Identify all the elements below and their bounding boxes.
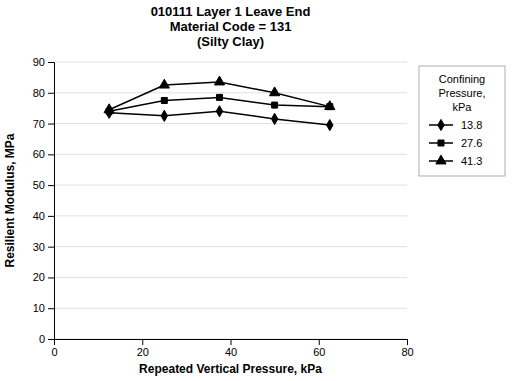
tick: 80 (33, 87, 54, 99)
tick-mark (48, 62, 54, 63)
title: (Silty Clay) (197, 34, 264, 49)
legend-label: 27.6 (461, 137, 482, 149)
grid-line (54, 185, 407, 186)
tick-mark (407, 339, 408, 345)
tick-mark (319, 339, 320, 345)
marker (216, 94, 222, 100)
marker (214, 76, 224, 85)
tick: 40 (33, 210, 54, 222)
axis-line (55, 340, 408, 346)
series-group (104, 76, 335, 131)
tick-label: 20 (33, 271, 45, 283)
title: Material Code = 131 (170, 19, 292, 34)
legend-marker (438, 119, 444, 130)
tick-label: 80 (401, 346, 413, 358)
tick-label: 0 (51, 346, 57, 358)
tick-mark (48, 216, 54, 217)
grid (54, 62, 407, 339)
y-axis: 0 10 20 30 40 50 60 70 80 90 (33, 56, 55, 345)
legend-title: Confining (439, 73, 485, 85)
legend-marker (436, 155, 446, 164)
marker (216, 106, 222, 117)
tick: 20 (137, 339, 149, 358)
tick-mark (48, 247, 54, 248)
tick-mark (48, 277, 54, 278)
tick-label: 90 (33, 56, 45, 68)
tick: 0 (51, 339, 57, 358)
tick-label: 40 (225, 346, 237, 358)
grid-line (54, 62, 407, 63)
tick-mark (48, 124, 54, 125)
tick-mark (48, 308, 54, 309)
legend-title: Pressure, (438, 87, 485, 99)
series-line (109, 82, 330, 110)
marker (159, 79, 169, 88)
grid-line (54, 277, 407, 278)
marker (161, 97, 167, 103)
tick-label: 80 (33, 87, 45, 99)
tick-label: 70 (33, 118, 45, 130)
legend-item: 13.8 (429, 119, 482, 131)
x-axis-label: Repeated Vertical Pressure, kPa (139, 362, 322, 376)
tick: 50 (33, 179, 54, 191)
tick: 60 (33, 148, 54, 160)
x-axis: 0 20 40 60 80 (51, 339, 413, 358)
grid-line (54, 92, 407, 93)
plot-area: 0 20 40 60 80 0 10 20 30 40 50 60 70 80 90 (33, 56, 414, 358)
tick-label: 60 (33, 148, 45, 160)
chart: 0 20 40 60 80 0 10 20 30 40 50 60 70 80 90 Repeated Ver… (0, 0, 515, 381)
legend: Confining Pressure, kPa 13.8 27.6 41.3 (419, 66, 505, 176)
marker (270, 87, 280, 96)
marker (104, 104, 114, 113)
tick-label: 10 (33, 302, 45, 314)
legend-label: 41.3 (461, 155, 482, 167)
marker (271, 113, 277, 124)
legend-title: kPa (453, 101, 473, 113)
tick: 40 (225, 339, 237, 358)
tick-label: 30 (33, 241, 45, 253)
grid-line (54, 246, 407, 247)
tick: 10 (33, 302, 54, 314)
tick: 70 (33, 118, 54, 130)
legend-label: 13.8 (461, 119, 482, 131)
legend-item: 27.6 (429, 137, 482, 149)
tick-mark (48, 185, 54, 186)
marker (325, 101, 335, 110)
tick-mark (231, 339, 232, 345)
tick-label: 60 (313, 346, 325, 358)
tick-mark (48, 93, 54, 94)
tick-label: 50 (33, 179, 45, 191)
marker (161, 110, 167, 121)
grid-line (54, 215, 407, 216)
title: 010111 Layer 1 Leave End (151, 4, 311, 19)
legend-box (419, 66, 505, 176)
grid-line (54, 154, 407, 155)
marker (272, 102, 278, 108)
tick: 20 (33, 271, 54, 283)
tick-mark (142, 339, 143, 345)
legend-item: 41.3 (429, 155, 482, 167)
tick: 90 (33, 56, 54, 68)
grid-line (54, 123, 407, 124)
grid-line (54, 308, 407, 309)
y-axis-label: Resilient Modulus, MPa (3, 133, 17, 267)
tick-mark (48, 339, 54, 340)
legend-marker (438, 140, 444, 146)
tick: 0 (39, 333, 54, 345)
tick-label: 20 (137, 346, 149, 358)
tick-label: 0 (39, 333, 45, 345)
tick-mark (48, 154, 54, 155)
tick: 60 (313, 339, 325, 358)
marker (327, 120, 333, 131)
tick: 30 (33, 241, 54, 253)
axis-line (48, 63, 55, 340)
tick: 80 (401, 339, 413, 358)
tick-label: 40 (33, 210, 45, 222)
